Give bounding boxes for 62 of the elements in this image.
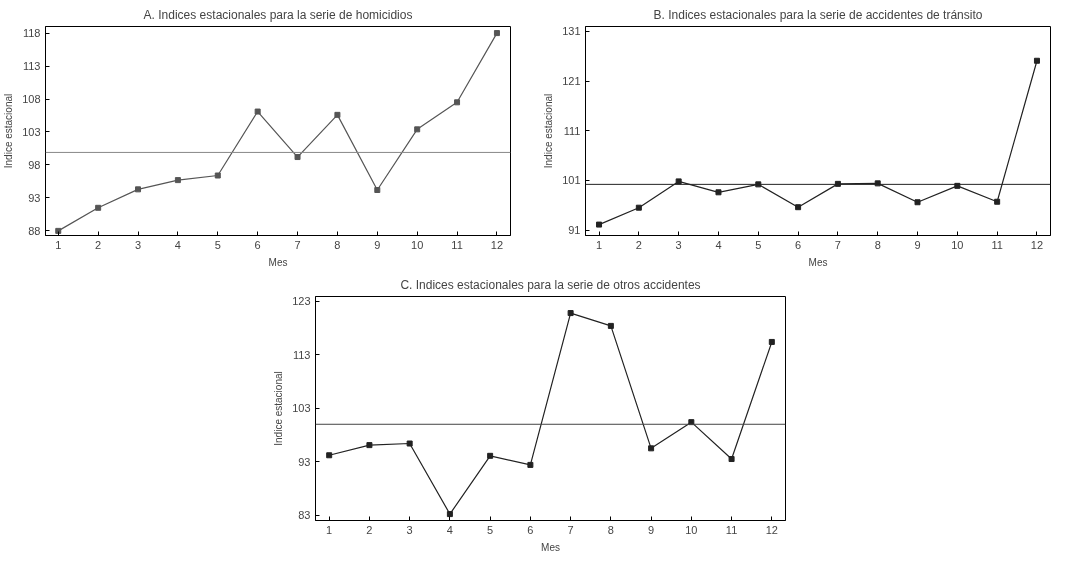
x-tick-label: 3: [406, 523, 413, 536]
x-tick-label: 1: [595, 238, 603, 251]
y-tick-label: 121: [562, 75, 581, 88]
x-tick-label: 2: [366, 523, 373, 536]
chart-title: A. Indices estacionales para la serie de homicidios: [143, 7, 413, 22]
x-tick-label: 2: [95, 238, 102, 251]
x-tick-label: 8: [334, 238, 341, 251]
y-tick-label: 98: [28, 158, 41, 171]
x-tick-label: 10: [685, 523, 698, 536]
y-tick-label: 123: [292, 295, 311, 308]
x-tick-label: 5: [214, 238, 221, 251]
x-tick-label: 4: [446, 523, 453, 536]
x-tick-label: 12: [765, 523, 778, 536]
x-tick-label: 12: [490, 238, 504, 251]
x-tick-label: 6: [254, 238, 261, 251]
x-axis-title: Mes: [541, 541, 560, 553]
x-tick-label: 3: [675, 238, 682, 251]
x-tick-label: 7: [834, 238, 841, 251]
y-tick-label: 111: [563, 124, 581, 137]
y-tick-label: 91: [568, 224, 581, 237]
x-tick-label: 4: [715, 238, 722, 251]
y-tick-label: 131: [562, 25, 581, 38]
x-tick-label: 11: [991, 238, 1003, 251]
y-tick-label: 118: [22, 27, 41, 40]
x-tick-label: 8: [607, 523, 614, 536]
x-tick-label: 5: [487, 523, 494, 536]
x-tick-label: 5: [755, 238, 762, 251]
chart-title: C. Indices estacionales para la serie de otros accidentes: [400, 277, 701, 292]
y-tick-label: 93: [28, 191, 41, 204]
y-tick-label: 113: [292, 348, 311, 361]
x-tick-label: 3: [134, 238, 142, 251]
y-axis-title: Indice estacional: [543, 93, 555, 169]
x-axis-title: Mes: [808, 256, 828, 268]
x-tick-label: 7: [294, 238, 301, 251]
x-tick-label: 11: [725, 523, 738, 536]
y-tick-label: 113: [22, 60, 41, 73]
y-tick-label: 103: [292, 402, 311, 415]
x-tick-label: 10: [951, 238, 964, 251]
x-tick-label: 10: [411, 238, 424, 251]
y-tick-label: 88: [28, 224, 41, 237]
chart-title: B. Indices estacionales para la serie de accidentes de tránsito: [653, 7, 983, 22]
y-axis-title: Indice estacional: [3, 93, 15, 169]
y-tick-label: 83: [298, 509, 311, 522]
y-tick-label: 108: [22, 93, 41, 106]
x-tick-label: 7: [567, 523, 574, 536]
x-tick-label: 8: [874, 238, 881, 251]
y-tick-label: 103: [22, 125, 41, 138]
x-tick-label: 12: [1030, 238, 1044, 251]
x-tick-label: 6: [795, 238, 802, 251]
x-tick-label: 9: [648, 523, 655, 536]
x-tick-label: 6: [527, 523, 534, 536]
x-tick-label: 9: [914, 238, 921, 251]
x-tick-label: 1: [55, 238, 62, 251]
x-tick-label: 11: [451, 238, 463, 251]
x-tick-label: 4: [174, 238, 181, 251]
x-tick-label: 1: [326, 523, 333, 536]
x-tick-label: 9: [374, 238, 381, 251]
y-axis-title: Indice estacional: [273, 371, 285, 446]
y-tick-label: 101: [562, 174, 581, 187]
x-axis-title: Mes: [268, 256, 288, 268]
y-tick-label: 93: [298, 455, 311, 468]
x-tick-label: 2: [635, 238, 642, 251]
